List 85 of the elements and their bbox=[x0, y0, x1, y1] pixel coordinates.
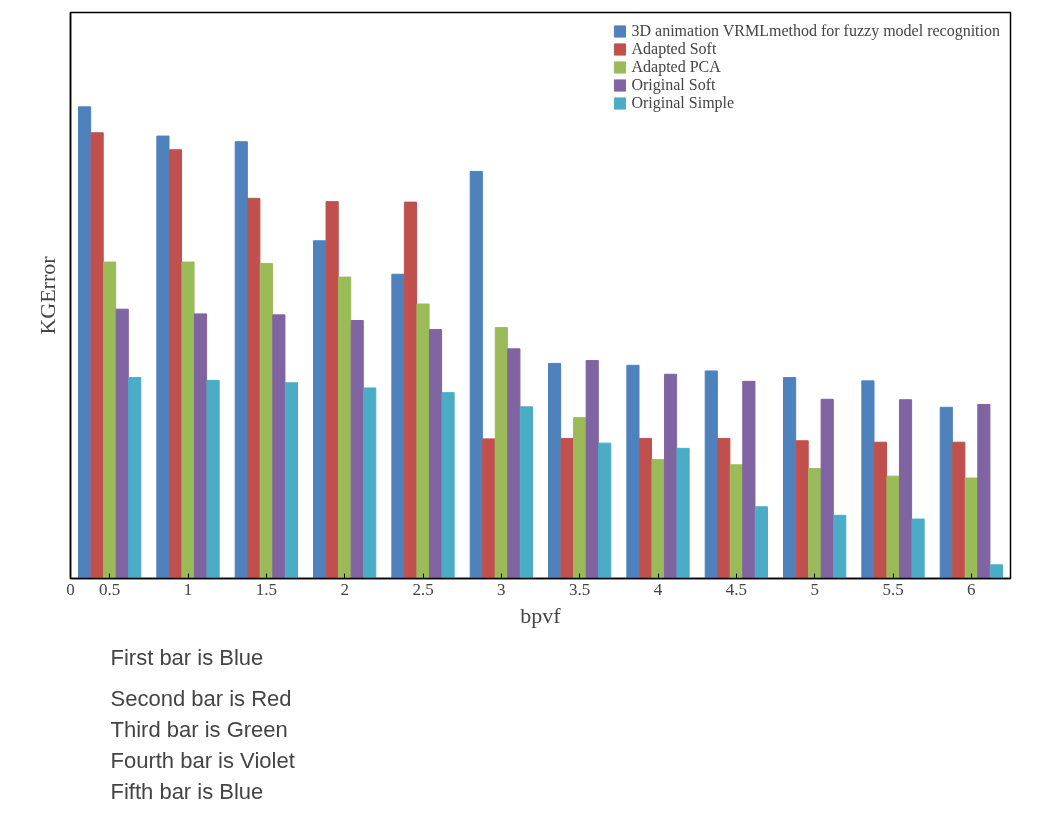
bar bbox=[873, 441, 888, 579]
bar bbox=[952, 441, 966, 579]
bar bbox=[363, 387, 377, 579]
bar bbox=[560, 437, 574, 579]
legend-label: 3D animation VRMLmethod for fuzzy model recognition bbox=[631, 22, 1000, 40]
bar bbox=[861, 380, 875, 579]
bar bbox=[428, 328, 443, 579]
legend-label: Original Soft bbox=[631, 76, 716, 94]
bar bbox=[548, 362, 562, 579]
bar bbox=[886, 475, 900, 579]
text: Third bar is Green bbox=[110, 716, 288, 742]
text: First bar is Blue bbox=[110, 644, 264, 670]
bar bbox=[103, 261, 117, 579]
bar bbox=[259, 262, 273, 579]
bar bbox=[964, 477, 978, 579]
bar bbox=[638, 437, 653, 579]
text: Fifth bar is Blue bbox=[110, 778, 264, 804]
bar bbox=[338, 276, 352, 579]
x-tick-label: 6 bbox=[967, 579, 976, 599]
x-tick-label: 1 bbox=[183, 579, 193, 599]
bar bbox=[168, 149, 183, 579]
legend-label: Adapted Soft bbox=[631, 40, 717, 58]
legend-label: Original Simple bbox=[631, 94, 735, 112]
bar bbox=[441, 392, 455, 579]
bar bbox=[313, 240, 327, 579]
bar bbox=[416, 303, 430, 579]
x-tick-label: 5 bbox=[810, 579, 819, 599]
bar bbox=[78, 106, 92, 579]
bar bbox=[676, 447, 690, 579]
bar bbox=[350, 320, 364, 579]
text: Second bar is Red bbox=[110, 685, 292, 711]
x-tick-label: 4 bbox=[653, 579, 663, 599]
bar bbox=[783, 377, 797, 579]
bar bbox=[833, 514, 847, 579]
bar bbox=[482, 438, 496, 579]
bar bbox=[795, 440, 809, 579]
bar bbox=[391, 273, 405, 579]
bar bbox=[729, 464, 743, 579]
bar bbox=[206, 379, 220, 579]
x-tick-label: 5.5 bbox=[882, 579, 904, 599]
bar bbox=[325, 201, 339, 579]
bar bbox=[808, 468, 822, 579]
bar bbox=[519, 406, 533, 579]
bar bbox=[234, 141, 248, 579]
bar bbox=[247, 197, 261, 579]
bar bbox=[573, 417, 587, 579]
bar bbox=[651, 459, 665, 579]
bar bbox=[717, 437, 731, 579]
bar bbox=[704, 370, 718, 579]
bar bbox=[585, 360, 599, 579]
x-tick-label: 3.5 bbox=[569, 579, 591, 599]
bar bbox=[820, 398, 834, 579]
bar bbox=[989, 564, 1003, 579]
bar bbox=[115, 308, 129, 579]
bar bbox=[626, 364, 640, 579]
text: 0 bbox=[66, 579, 75, 599]
legend-label: Adapted PCA bbox=[631, 58, 721, 76]
bar bbox=[284, 382, 298, 579]
bar bbox=[469, 170, 483, 579]
bar bbox=[663, 373, 678, 579]
bar bbox=[156, 135, 170, 579]
bar bbox=[742, 380, 756, 579]
bar bbox=[181, 261, 195, 579]
bar bbox=[128, 377, 142, 579]
x-tick-label: 2.5 bbox=[412, 579, 434, 599]
x-tick-label: 0.5 bbox=[99, 579, 121, 599]
bar bbox=[494, 327, 508, 579]
bar bbox=[911, 518, 925, 579]
bar bbox=[977, 403, 991, 579]
bar bbox=[939, 406, 953, 579]
x-tick-label: 2 bbox=[340, 579, 349, 599]
text: Fourth bar is Violet bbox=[110, 747, 295, 773]
x-axis-title: bpvf bbox=[520, 602, 562, 628]
x-tick-label: 3 bbox=[497, 579, 506, 599]
bar bbox=[754, 506, 768, 579]
bar bbox=[898, 399, 913, 579]
bar bbox=[403, 201, 418, 579]
x-tick-label: 1.5 bbox=[255, 579, 277, 599]
bar bbox=[507, 348, 521, 579]
x-tick-label: 4.5 bbox=[725, 579, 747, 599]
bar bbox=[272, 314, 286, 579]
y-axis-title: KGError bbox=[34, 255, 60, 335]
bar bbox=[90, 132, 104, 579]
bar bbox=[193, 313, 208, 579]
bar bbox=[598, 442, 612, 579]
